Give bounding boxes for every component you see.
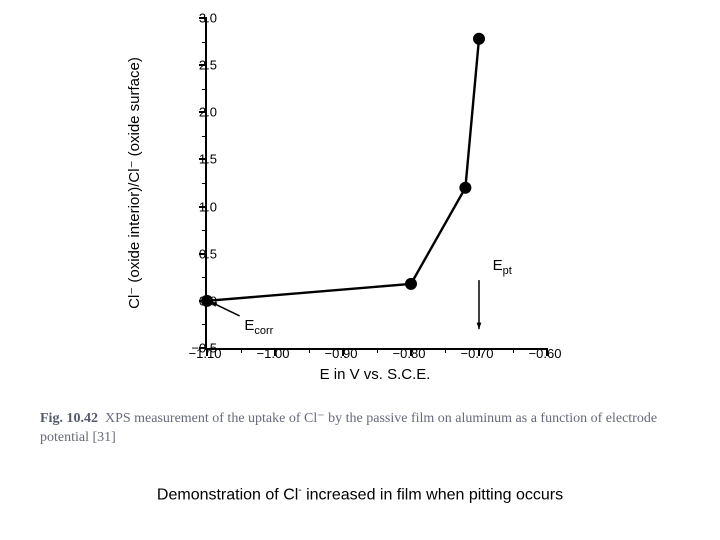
ytick-minor (202, 277, 207, 278)
line-series (207, 18, 547, 348)
ytick-label: 0.5 (177, 246, 217, 261)
xtick-minor (241, 348, 242, 353)
data-point (459, 182, 471, 194)
footnote-post: increased in film when pitting occurs (302, 486, 563, 503)
annotation-ecorr: Ecorr (244, 317, 273, 337)
ytick-minor (202, 42, 207, 43)
caption-text: XPS measurement of the uptake of Cl⁻ by … (40, 411, 657, 445)
ytick-label: 2.0 (177, 105, 217, 120)
ytick-label: 3.0 (177, 11, 217, 26)
arrowhead-icon (477, 323, 482, 330)
footnote: Demonstration of Cl- increased in film w… (0, 485, 720, 504)
plot-area: Ecorr Ept (205, 18, 547, 350)
ytick-minor (202, 230, 207, 231)
ytick-minor (202, 324, 207, 325)
data-point (473, 33, 485, 45)
ytick-minor (202, 183, 207, 184)
xtick-label: −1.10 (180, 346, 230, 361)
data-point (405, 278, 417, 290)
xtick-label: −0.70 (452, 346, 502, 361)
ytick-label: 1.0 (177, 199, 217, 214)
ytick-label: 2.5 (177, 58, 217, 73)
xtick-label: −0.80 (384, 346, 434, 361)
y-axis-label: Cl⁻ (oxide interior)/Cl⁻ (oxide surface) (125, 57, 143, 309)
xtick-label: −0.60 (520, 346, 570, 361)
ytick-label: 1.5 (177, 152, 217, 167)
xtick-label: −0.90 (316, 346, 366, 361)
xtick-minor (445, 348, 446, 353)
annotation-ept: Ept (493, 257, 512, 277)
xtick-label: −1.00 (248, 346, 298, 361)
ytick-label: 0.0 (177, 293, 217, 308)
xtick-minor (309, 348, 310, 353)
chart: Cl⁻ (oxide interior)/Cl⁻ (oxide surface)… (135, 8, 565, 388)
figure-number: Fig. 10.42 (40, 411, 98, 426)
xtick-minor (513, 348, 514, 353)
xtick-minor (377, 348, 378, 353)
series-line (207, 39, 479, 301)
figure-caption: Fig. 10.42 XPS measurement of the uptake… (40, 410, 680, 448)
ytick-minor (202, 89, 207, 90)
footnote-pre: Demonstration of Cl (157, 486, 298, 503)
x-axis-label: E in V vs. S.C.E. (205, 366, 545, 383)
ytick-minor (202, 136, 207, 137)
